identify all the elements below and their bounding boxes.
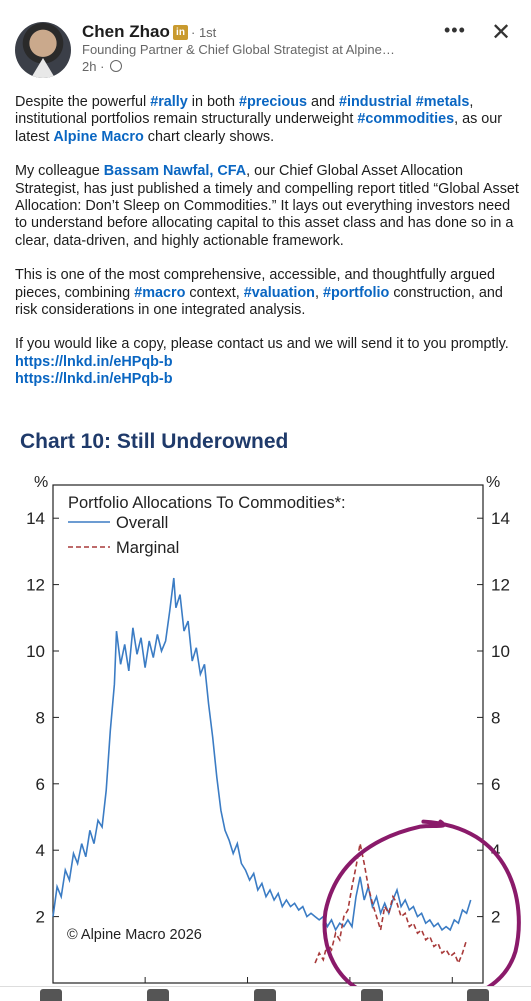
hashtag-link[interactable]: #metals — [415, 94, 470, 110]
bottom-nav — [0, 986, 531, 1001]
author-name[interactable]: Chen Zhao — [82, 22, 170, 41]
network-icon[interactable] — [254, 989, 276, 1001]
hashtag-link[interactable]: #rally — [150, 94, 188, 110]
annotation-circle — [322, 819, 521, 1001]
y-tick-label-right: 10 — [491, 642, 510, 661]
post-link-1[interactable]: https://lnkd.in/eHPqb-b — [15, 353, 173, 370]
linkedin-badge-icon: in — [173, 25, 188, 40]
post-paragraph-2: My colleague Bassam Nawfal, CFA, our Chi… — [15, 163, 520, 250]
y-axis-unit-right: % — [486, 474, 500, 491]
connection-degree: · 1st — [191, 25, 217, 40]
more-options-icon[interactable]: ••• — [444, 20, 466, 40]
hashtag-link[interactable]: #portfolio — [322, 284, 390, 301]
hashtag-link[interactable]: #commodities — [357, 111, 455, 128]
y-tick-label-right: 8 — [491, 708, 500, 727]
y-tick-label-right: 2 — [491, 908, 500, 927]
y-tick-label-left: 4 — [36, 841, 45, 860]
post-paragraph-1: Despite the powerful #rally in both #pre… — [15, 94, 520, 146]
post-text: , as our latest — [15, 111, 503, 145]
post-text: , institutional portfolios remain struct… — [15, 94, 474, 128]
post-text: in both — [187, 94, 240, 110]
post-paragraph-3: This is one of the most comprehensive, a… — [15, 267, 520, 319]
y-tick-label-right: 4 — [491, 841, 500, 860]
y-tick-label-right: 12 — [491, 576, 510, 595]
hashtag-link[interactable]: #precious — [239, 94, 307, 110]
post-text: construction, and risk considerations in… — [15, 284, 503, 319]
y-tick-label-right: 6 — [491, 775, 500, 794]
chart-svg: 22446688101012121414%%2010201520202025Po… — [26, 474, 521, 1001]
plot-frame — [52, 484, 484, 984]
y-tick-label-left: 14 — [26, 509, 45, 528]
legend-label-marginal: Marginal — [116, 539, 179, 557]
notifications-icon[interactable] — [361, 989, 383, 1001]
post-meta: 2h · — [82, 59, 123, 74]
series-line-marginal — [314, 843, 468, 966]
post-body: Despite the powerful #rally in both #pre… — [15, 94, 520, 389]
chart-title: Chart 10: Still Underowned — [20, 430, 289, 453]
post-text: context, — [185, 284, 244, 301]
chart-image[interactable]: 22446688101012121414%%2010201520202025Po… — [0, 460, 531, 1001]
mention-link[interactable]: Bassam Nawfal, CFA — [103, 163, 247, 180]
post-text: chart clearly shows. — [143, 128, 275, 145]
y-tick-label-left: 10 — [26, 642, 45, 661]
author-headline: Founding Partner & Chief Global Strategi… — [82, 42, 395, 57]
post-text: This is one of the most comprehensive, a… — [15, 267, 495, 301]
post-paragraph-4: If you would like a copy, please contact… — [15, 336, 520, 388]
y-tick-label-left: 2 — [36, 908, 45, 927]
mention-link[interactable]: Alpine Macro — [53, 128, 144, 145]
post-text: Despite the powerful — [15, 94, 151, 110]
y-tick-label-right: 14 — [491, 509, 510, 528]
post-paragraph-4-text: If you would like a copy, please contact… — [15, 336, 509, 353]
hashtag-link[interactable]: #macro — [134, 284, 186, 301]
post-text: , our Chief Global Asset Allocation Stra… — [15, 163, 519, 249]
home-icon[interactable] — [40, 989, 62, 1001]
y-tick-label-left: 12 — [26, 576, 45, 595]
close-icon[interactable]: ✕ — [491, 19, 512, 46]
post-time: 2h · — [82, 59, 105, 74]
hashtag-link[interactable]: #industrial — [339, 94, 412, 110]
post-header: Chen Zhao in · 1st Founding Partner & Ch… — [0, 0, 531, 90]
copyright: © Alpine Macro 2026 — [67, 927, 202, 943]
post-text: and — [307, 94, 340, 110]
y-tick-label-left: 6 — [36, 775, 45, 794]
legend-title: Portfolio Allocations To Commodities*: — [68, 494, 346, 512]
hashtag-link[interactable]: #valuation — [243, 284, 315, 301]
y-axis-unit-left: % — [34, 474, 48, 491]
legend-label-overall: Overall — [116, 514, 168, 532]
video-icon[interactable] — [147, 989, 169, 1001]
series-line-overall — [52, 577, 472, 932]
y-tick-label-left: 8 — [36, 708, 45, 727]
jobs-icon[interactable] — [467, 989, 489, 1001]
globe-icon — [110, 60, 123, 72]
avatar[interactable] — [15, 22, 71, 78]
post-link-2[interactable]: https://lnkd.in/eHPqb-b — [15, 371, 173, 388]
post-text: My colleague — [15, 163, 104, 180]
post-text: , — [314, 284, 323, 301]
